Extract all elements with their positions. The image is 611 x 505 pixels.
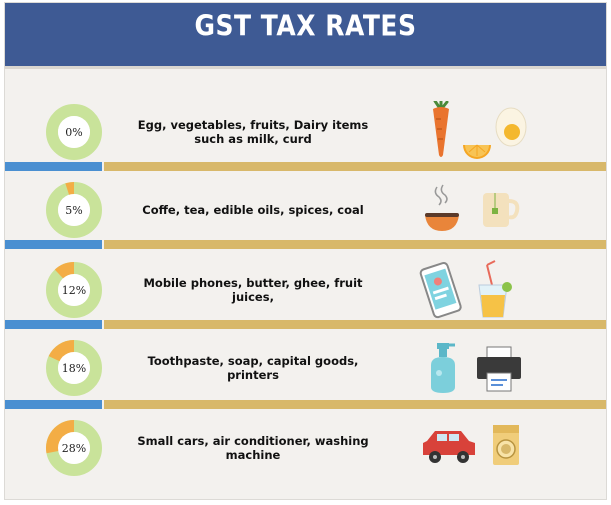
row-divider-blue bbox=[5, 400, 102, 409]
rate-description: Coffe, tea, edible oils, spices, coal bbox=[142, 203, 364, 217]
rate-donut-chart bbox=[46, 340, 102, 396]
row-divider-blue bbox=[5, 320, 102, 329]
rate-label: 0% bbox=[65, 125, 83, 139]
rate-icons bbox=[433, 101, 527, 159]
car-icon bbox=[423, 431, 475, 463]
donut-center bbox=[58, 274, 90, 306]
rate-label: 18% bbox=[61, 361, 87, 375]
rate-label: 28% bbox=[61, 441, 87, 455]
row-divider-gold bbox=[104, 240, 606, 249]
coffee-bowl-icon bbox=[425, 184, 459, 231]
rate-row-3: 18% Toothpaste, soap, capital goods, pri… bbox=[5, 331, 606, 403]
infographic: GST TAX RATES 0% Egg, vegetables, fruits… bbox=[4, 2, 607, 500]
rate-row-4: 28% Small cars, air conditioner, washing… bbox=[5, 411, 606, 483]
header-divider bbox=[5, 66, 606, 69]
rate-row-1: 5% Coffe, tea, edible oils, spices, coal bbox=[5, 173, 606, 245]
row-divider-gold bbox=[104, 320, 606, 329]
donut-center bbox=[58, 352, 90, 384]
rate-donut-chart bbox=[46, 104, 102, 160]
rate-label: 5% bbox=[65, 203, 83, 217]
rate-icons bbox=[425, 184, 520, 231]
rate-donut-chart bbox=[46, 420, 102, 476]
donut-center bbox=[58, 194, 90, 226]
row-divider-gold bbox=[104, 400, 606, 409]
rate-row-0: 0% Egg, vegetables, fruits, Dairy items … bbox=[5, 95, 606, 167]
donut-center bbox=[58, 116, 90, 148]
rate-description: Toothpaste, soap, capital goods, printer… bbox=[147, 354, 359, 382]
rate-description: Mobile phones, butter, ghee, fruit juice… bbox=[143, 276, 363, 304]
washing-machine-icon bbox=[493, 425, 519, 465]
carrot-icon bbox=[433, 101, 449, 157]
rate-row-2: 12% Mobile phones, butter, ghee, fruit j… bbox=[5, 253, 606, 325]
header: GST TAX RATES bbox=[5, 3, 606, 66]
orange-icon bbox=[463, 144, 491, 159]
page-title: GST TAX RATES bbox=[194, 8, 417, 43]
row-divider-blue bbox=[5, 162, 102, 171]
rate-icons bbox=[423, 425, 519, 465]
donut-ring bbox=[46, 104, 102, 160]
rate-donut-chart bbox=[46, 262, 102, 318]
rate-description: Egg, vegetables, fruits, Dairy items suc… bbox=[137, 118, 369, 146]
mobile-phone-icon bbox=[419, 261, 462, 319]
tea-cup-icon bbox=[483, 193, 520, 227]
rate-description: Small cars, air conditioner, washing mac… bbox=[137, 434, 369, 462]
printer-icon bbox=[477, 346, 521, 392]
donut-center bbox=[58, 432, 90, 464]
juice-glass-icon bbox=[478, 260, 512, 318]
rate-donut-chart bbox=[46, 182, 102, 238]
egg-icon bbox=[495, 107, 527, 147]
rate-label: 12% bbox=[61, 283, 87, 297]
row-divider-blue bbox=[5, 240, 102, 249]
soap-dispenser-icon bbox=[431, 343, 455, 393]
rate-icons bbox=[431, 343, 521, 393]
rate-icons bbox=[419, 260, 512, 319]
row-divider-gold bbox=[104, 162, 606, 171]
